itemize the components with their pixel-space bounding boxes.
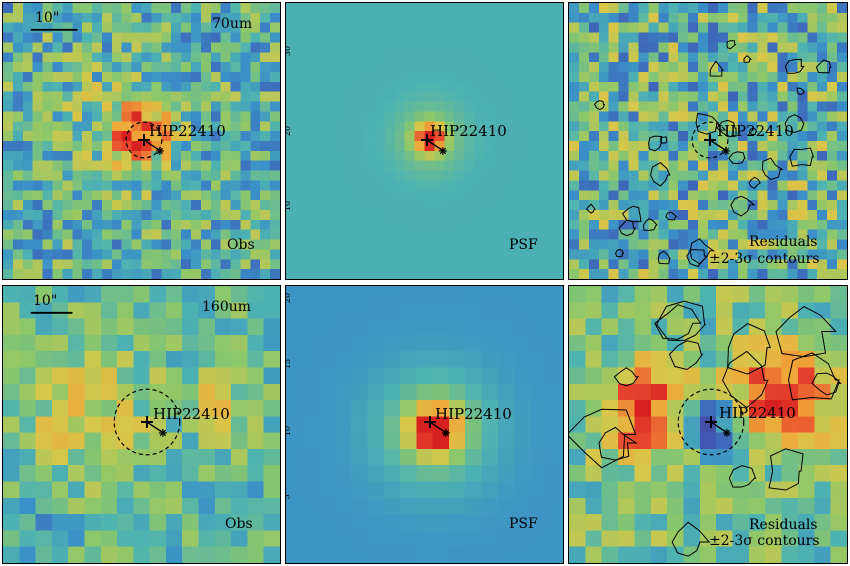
sigma-contour [648, 135, 663, 152]
panel-label: Obs [225, 516, 253, 532]
sigma-contour [743, 55, 753, 63]
sigma-contour [671, 521, 711, 557]
sigma-contour [621, 205, 642, 223]
sigma-contour [615, 248, 625, 258]
sigma-contour [709, 60, 725, 77]
star-name: HIP22410 [435, 405, 512, 423]
star-name: HIP22410 [717, 122, 794, 140]
sigma-contour [761, 157, 784, 180]
tick-label: 10 [285, 425, 293, 437]
tick-label: 15 [285, 358, 293, 370]
sigma-contour [811, 372, 842, 396]
aperture-circle [677, 388, 745, 456]
psf-160um-panel: 20 15 10 5 HIP22410 PSF [285, 285, 564, 564]
sigma-contour [618, 219, 636, 237]
sigma-contour [695, 112, 720, 135]
sigma-contour [748, 127, 758, 136]
aperture-circle [691, 121, 729, 159]
sigma-contour [655, 300, 707, 342]
sigma-contour [784, 58, 805, 74]
scalebar-label: 10" [35, 10, 60, 26]
star-name: HIP22410 [153, 405, 230, 423]
sigma-contour [726, 40, 737, 50]
sigma-contour [598, 426, 638, 461]
sigma-contour [748, 176, 762, 189]
psf-70um-overlay [421, 134, 447, 155]
obs-160um-image [3, 286, 280, 563]
sigma-contour [613, 367, 639, 387]
star-name: HIP22410 [719, 404, 796, 422]
panel-label: Obs [227, 237, 255, 253]
obs-70um-overlay [30, 28, 164, 159]
asterisk-marker [439, 147, 447, 155]
residuals-label: Residuals [749, 517, 818, 533]
sigma-contour [657, 250, 671, 265]
sigma-contour [569, 408, 637, 469]
obs-160um-overlay [30, 311, 181, 456]
panel-label: PSF [509, 516, 538, 532]
tick-label: 20 [285, 292, 293, 304]
panel-label: PSF [509, 237, 538, 253]
sigma-contour [815, 59, 832, 74]
proper-motion-arrow [143, 139, 160, 151]
asterisk-marker [442, 429, 450, 437]
proper-motion-arrow [709, 139, 726, 151]
sigma-contour [775, 305, 838, 358]
sigma-contour [728, 151, 746, 165]
sigma-contour [686, 249, 709, 268]
sigma-contour [665, 211, 678, 221]
sigma-contour [593, 100, 606, 111]
sigma-contour [654, 304, 702, 340]
sigma-contour [660, 136, 668, 144]
sigma-contour [722, 350, 769, 409]
residual-70um-overlay [585, 40, 832, 268]
asterisk-marker [722, 147, 730, 155]
sigma-contour [727, 323, 771, 375]
sigma-contour [728, 465, 757, 488]
asterisk-marker [159, 429, 167, 437]
aperture-circle [125, 121, 163, 159]
residual-160um-panel: HIP22410 Residuals ±2-3σ contours [568, 285, 848, 564]
asterisk-marker [723, 429, 731, 437]
sigma-contour [643, 218, 658, 231]
band-label: 160um [202, 299, 252, 315]
obs-70um-panel: 10" 70um HIP22410 Obs [2, 2, 281, 280]
residual-160um-image [569, 286, 847, 563]
residuals-label: Residuals [749, 234, 818, 250]
contours-label: ±2-3σ contours [709, 251, 820, 267]
sigma-contour [788, 352, 840, 401]
residual-70um-panel: HIP22410 Residuals ±2-3σ contours [568, 2, 848, 280]
tick-label: 10 [285, 200, 293, 212]
psf-70um-panel: 30 20 10 HIP22410 PSF [285, 2, 564, 280]
proper-motion-arrow [710, 421, 727, 433]
star-name: HIP22410 [430, 122, 507, 140]
star-name: HIP22410 [149, 122, 226, 140]
tick-label: 20 [285, 125, 293, 137]
proper-motion-arrow [429, 421, 446, 433]
tick-label: 30 [285, 45, 293, 57]
psf-160um-image [286, 286, 563, 563]
scalebar-label: 10" [33, 293, 58, 309]
contours-label: ±2-3σ contours [709, 533, 820, 549]
obs-160um-panel: 10" 160um HIP22410 Obs [2, 285, 281, 564]
sigma-contour [796, 87, 806, 96]
aperture-circle [113, 388, 181, 456]
band-label: 70um [212, 16, 253, 32]
asterisk-marker [156, 147, 164, 155]
tick-label: 5 [286, 494, 292, 499]
sigma-contour [650, 162, 671, 187]
sigma-contour [730, 195, 756, 217]
sigma-contour [784, 114, 805, 133]
sigma-contour [668, 340, 704, 371]
psf-160um-overlay [424, 416, 450, 437]
residual-160um-overlay [569, 300, 842, 557]
sigma-contour [585, 203, 597, 214]
sigma-contour [768, 448, 804, 491]
proper-motion-arrow [146, 421, 163, 433]
proper-motion-arrow [426, 139, 443, 151]
sigma-contour [789, 147, 815, 167]
